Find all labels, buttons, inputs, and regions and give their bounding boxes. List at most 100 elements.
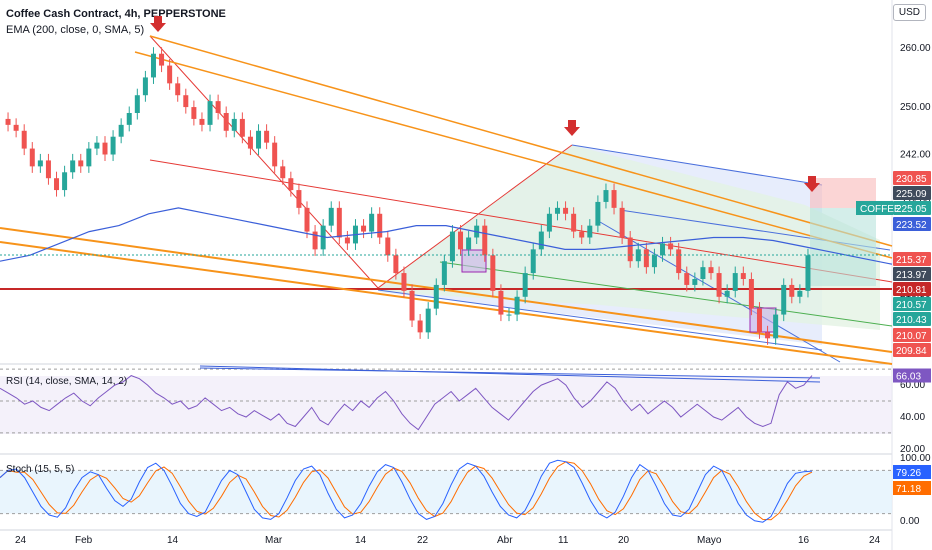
take-profit-zone (810, 208, 876, 286)
rsi-trend-line (199, 365, 821, 383)
candle-body (627, 237, 633, 262)
trend-line-red (149, 35, 379, 289)
candle-body (288, 178, 294, 191)
candle-body (126, 113, 132, 125)
candle-body (716, 273, 722, 297)
candle-body (86, 148, 92, 167)
candle-body (280, 166, 286, 179)
price-label-box (893, 267, 931, 281)
candle-body (668, 243, 674, 250)
candle-body (54, 178, 60, 191)
price-label-box (893, 343, 931, 357)
price-label: 225.09 (896, 189, 927, 200)
candle-body (506, 314, 512, 316)
candle-body (797, 290, 803, 297)
candle-body (781, 284, 787, 315)
candle-body (466, 237, 472, 250)
candle-body (231, 118, 237, 131)
candle-body (571, 213, 577, 232)
rsi-band (0, 376, 892, 434)
chart-title: Coffee Cash Contract, 4h, PEPPERSTONE (6, 8, 226, 20)
down-arrow-icon (150, 16, 166, 32)
candle-body (159, 53, 165, 66)
candle-body (207, 101, 213, 125)
candle-body (579, 231, 585, 238)
candle-body (756, 308, 762, 333)
candle-body (449, 231, 455, 262)
price-label-box (893, 171, 931, 185)
currency-button[interactable]: USD (892, 4, 926, 21)
rsi-tick-label: 40.00 (900, 412, 925, 423)
candle-body (118, 124, 124, 137)
rsi-value: 66.03 (896, 372, 921, 383)
candle-body (142, 77, 148, 96)
channel-upper-line (571, 144, 823, 186)
candle-body (700, 267, 706, 279)
candle-body (45, 160, 51, 179)
y-tick-label: 260.00 (900, 43, 931, 54)
price-label: 210.43 (896, 315, 927, 326)
price-label-box (893, 297, 931, 311)
x-tick-label: 16 (798, 535, 810, 546)
symbol-tag: COFFEE (860, 204, 901, 215)
price-label: 210.07 (896, 331, 927, 342)
stoch-tick-label: 0.00 (900, 516, 920, 527)
candle-body (748, 279, 754, 309)
price-label: 223.52 (896, 220, 927, 231)
candle-body (651, 255, 657, 268)
stoch-d-value: 71.18 (896, 484, 921, 495)
x-tick-label: 24 (15, 535, 27, 546)
candle-body (684, 273, 690, 285)
candle-body (102, 142, 108, 155)
candle-body (13, 124, 19, 131)
candle-body (732, 273, 738, 291)
candle-body (417, 320, 423, 333)
stoch-d-line (0, 461, 813, 521)
candle-body (458, 231, 464, 250)
candle-body (660, 243, 666, 256)
stoch-band (0, 470, 892, 514)
candle-body (546, 213, 552, 232)
candle-body (773, 314, 779, 339)
candle-body (805, 255, 811, 291)
candle-body (587, 225, 593, 238)
trend-line-orange (149, 35, 893, 247)
candle-body (344, 237, 350, 244)
highlight-box (749, 307, 777, 333)
stoch-tick-label: 100.00 (900, 453, 931, 464)
candle-body (272, 142, 278, 167)
candle-body (619, 207, 625, 238)
candle-body (724, 290, 730, 297)
down-arrow-icon (564, 120, 580, 136)
candle-body (110, 136, 116, 155)
candle-body (199, 118, 205, 125)
price-label: 230.85 (896, 174, 927, 185)
candle-body (304, 207, 310, 232)
x-tick-label: Mar (265, 535, 283, 546)
candle-body (635, 249, 641, 262)
candle-body (522, 273, 528, 297)
candle-body (441, 261, 447, 285)
candle-body (336, 207, 342, 238)
price-label-box (893, 252, 931, 266)
candle-body (175, 83, 181, 96)
price-label: 210.81 (896, 285, 927, 296)
trend-line-orange (0, 227, 893, 353)
candle-body (37, 160, 43, 167)
price-label-box (893, 201, 931, 215)
candle-body (239, 118, 245, 137)
candle-body (247, 136, 253, 149)
highlight-box (461, 249, 487, 273)
candle-body (385, 237, 391, 256)
ema-line (0, 207, 893, 265)
price-label-box (893, 328, 931, 342)
candle-body (530, 249, 536, 274)
price-label: 213.97 (896, 270, 927, 281)
candle-body (498, 290, 504, 315)
x-tick-label: 22 (417, 535, 429, 546)
candle-body (167, 65, 173, 84)
candle-body (676, 249, 682, 274)
x-tick-label: 24 (869, 535, 881, 546)
stoch-k-box (893, 465, 931, 479)
